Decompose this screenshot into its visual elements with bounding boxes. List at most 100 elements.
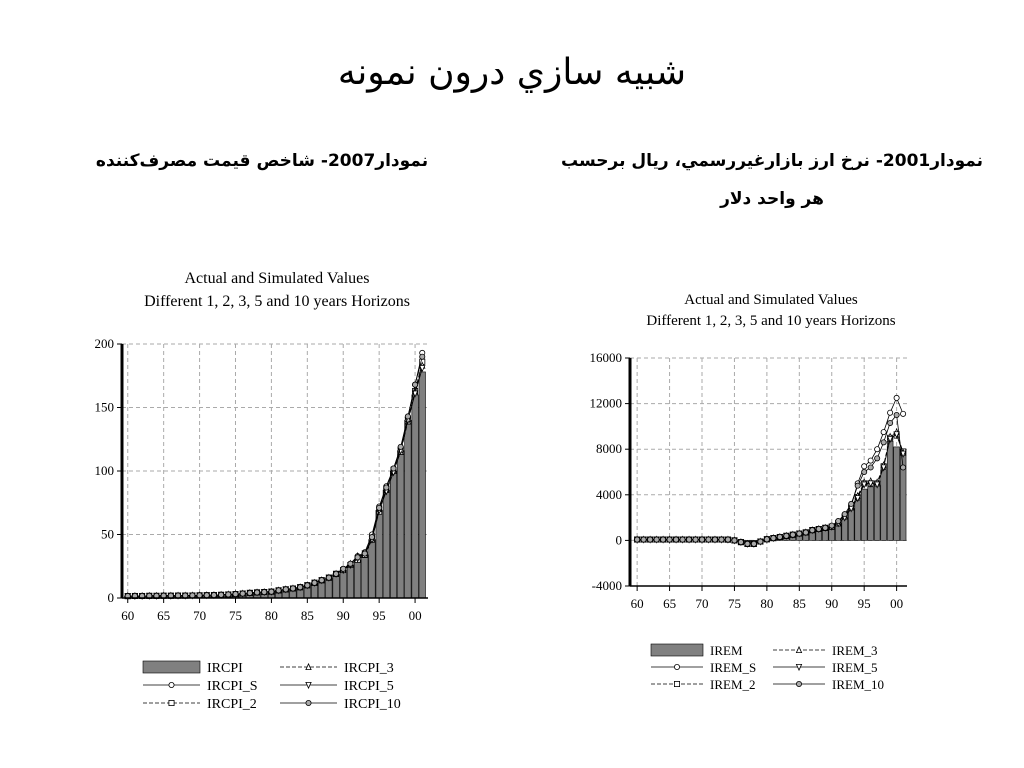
bar [899, 448, 907, 541]
series-marker [757, 538, 764, 545]
series-marker [311, 579, 318, 586]
legend-marker [305, 700, 312, 707]
series-marker [254, 589, 261, 596]
series-marker [268, 588, 275, 595]
legend-swatch [142, 660, 201, 674]
series-marker [340, 565, 347, 572]
series-marker [419, 365, 426, 373]
series-marker [880, 439, 887, 446]
x-tick-label: 75 [229, 608, 242, 623]
series-marker [880, 464, 887, 472]
y-tick-label: 0 [108, 590, 115, 605]
series-marker [750, 540, 757, 547]
series-marker [893, 394, 900, 401]
bar [397, 450, 405, 599]
series-marker [802, 529, 809, 536]
y-tick-label: 4000 [596, 487, 622, 502]
series-marker [861, 463, 868, 470]
series-marker [361, 550, 368, 557]
legend-label: IREM [710, 643, 743, 658]
series-marker [203, 592, 210, 599]
series-marker [647, 536, 654, 543]
series-marker [297, 584, 304, 591]
series-marker [867, 457, 874, 464]
x-tick-label: 70 [193, 608, 206, 623]
series-marker [261, 589, 268, 596]
y-tick-label: 12000 [590, 396, 623, 411]
series-marker [789, 531, 796, 538]
series-marker [225, 591, 232, 598]
series-marker [397, 443, 404, 450]
series-marker [210, 592, 217, 599]
series-marker [893, 431, 900, 439]
series-marker [867, 464, 874, 471]
legend-marker [795, 664, 803, 672]
series-marker [368, 534, 375, 541]
y-tick-label: -4000 [592, 578, 622, 593]
legend-marker [674, 681, 681, 688]
series-marker [737, 539, 744, 546]
x-tick-label: 85 [301, 608, 314, 623]
legend-label: IRCPI_10 [344, 697, 401, 712]
legend-label: IRCPI_S [207, 679, 258, 694]
slide-title: شبيه سازي درون نمونه [337, 52, 687, 93]
series-marker [304, 582, 311, 589]
x-tick-label: 95 [373, 608, 386, 623]
series-marker [699, 536, 706, 543]
series-marker [318, 577, 325, 584]
x-tick-label: 00 [890, 596, 903, 611]
series-marker [640, 536, 647, 543]
series-marker [390, 465, 397, 472]
bar [368, 539, 376, 599]
series-marker [815, 526, 822, 533]
series-marker [867, 480, 874, 488]
series-marker [763, 536, 770, 543]
x-tick-label: 75 [728, 596, 741, 611]
legend-marker [168, 682, 175, 689]
chart-caption: نمودار2007- شاخص قيمت مصرف‌كننده [95, 151, 429, 171]
series-marker [900, 410, 907, 417]
series-marker [666, 536, 673, 543]
bar [880, 469, 887, 541]
series-marker [900, 464, 907, 471]
bar [893, 446, 900, 541]
x-tick-label: 60 [631, 596, 644, 611]
series-marker [404, 413, 411, 420]
series-marker [275, 587, 282, 594]
x-tick-label: 95 [858, 596, 871, 611]
y-tick-label: 50 [101, 527, 114, 542]
series-marker [731, 537, 738, 544]
y-tick-label: 100 [95, 463, 115, 478]
series-marker [354, 554, 361, 561]
series-marker [376, 504, 383, 511]
bar [418, 371, 426, 599]
series-marker [893, 411, 900, 418]
series-marker [880, 429, 887, 436]
series-marker [282, 586, 289, 593]
series-marker [841, 511, 848, 518]
x-tick-label: 00 [409, 608, 422, 623]
chart-title: Actual and Simulated Values [684, 292, 858, 308]
bar [847, 508, 855, 541]
legend-marker [796, 681, 803, 688]
legend-label: IRCPI [207, 661, 243, 676]
y-tick-label: 150 [95, 400, 115, 415]
series-marker [861, 468, 868, 475]
bar [339, 569, 347, 599]
x-tick-label: 60 [121, 608, 134, 623]
series-marker [724, 536, 731, 543]
series-marker [660, 536, 667, 543]
series-marker [711, 536, 718, 543]
series-marker [705, 536, 712, 543]
legend-label: IRCPI_3 [344, 661, 394, 676]
legend-swatch [650, 643, 704, 657]
series-marker [874, 446, 881, 453]
x-tick-label: 80 [265, 608, 278, 623]
x-tick-label: 65 [663, 596, 676, 611]
legend-marker [674, 664, 681, 671]
legend-label: IREM_S [710, 660, 756, 675]
series-marker [673, 536, 680, 543]
series-marker [383, 484, 390, 491]
